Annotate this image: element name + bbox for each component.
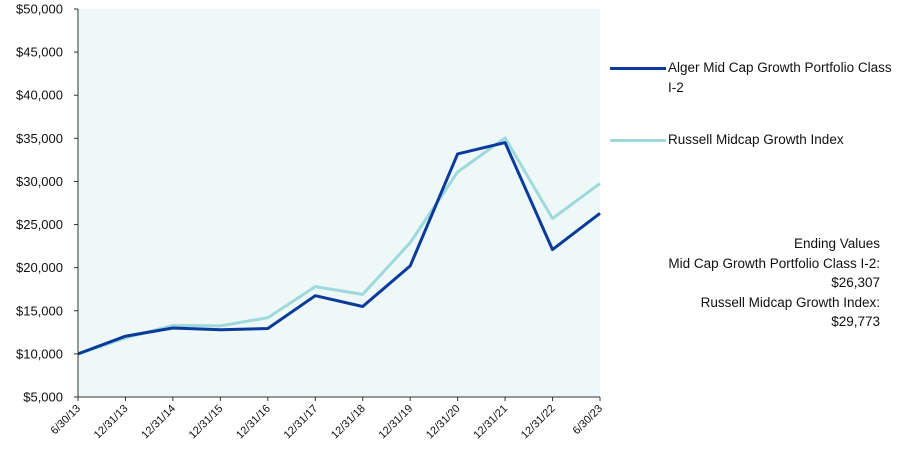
ending-values-index-label: Russell Midcap Growth Index:: [700, 294, 880, 310]
x-tick-label: 6/30/13: [49, 403, 83, 437]
series-line-alger: [77, 141, 601, 356]
x-tick-label: 12/31/16: [234, 403, 273, 442]
legend: Alger Mid Cap Growth Portfolio Class I-2…: [610, 58, 895, 150]
y-tick-label: $40,000: [16, 88, 63, 103]
x-tick-label: 12/31/15: [187, 403, 226, 442]
y-tick-label: $20,000: [16, 260, 63, 275]
y-tick-label: $30,000: [16, 174, 63, 189]
x-tick-label: 6/30/23: [571, 403, 605, 437]
y-tick-label: $15,000: [16, 303, 63, 318]
y-tick-label: $45,000: [16, 45, 63, 60]
y-tick-label: $50,000: [16, 2, 63, 17]
x-tick-label: 12/31/17: [282, 403, 321, 442]
x-tick-label: 12/31/13: [92, 403, 131, 442]
ending-values-heading: Ending Values: [793, 236, 880, 251]
plot-area: [78, 9, 600, 397]
series-line-russell: [77, 136, 601, 356]
ending-values-index-value: $29,773: [831, 314, 880, 329]
x-axis-ticks: 6/30/13 12/31/13 12/31/14 12/31/15 12/31/16 1…: [49, 397, 605, 441]
series-lines: [77, 136, 601, 356]
ending-values-fund-value: $26,307: [831, 275, 880, 290]
legend-label-russell: Russell Midcap Growth Index: [668, 132, 844, 147]
legend-swatch-russell: [610, 139, 666, 142]
x-tick-label: 12/31/14: [139, 403, 178, 442]
y-tick-label: $25,000: [16, 217, 63, 232]
legend-label-alger: Alger Mid Cap Growth Portfolio Class I-2: [668, 60, 892, 95]
x-tick-label: 12/31/20: [424, 403, 463, 442]
x-tick-label: 12/31/21: [471, 403, 510, 442]
legend-item-alger: Alger Mid Cap Growth Portfolio Class I-2: [610, 58, 895, 98]
x-tick-label: 12/31/19: [377, 403, 416, 442]
ending-values: Ending Values Mid Cap Growth Portfolio C…: [668, 234, 880, 332]
y-tick-label: $35,000: [16, 131, 63, 146]
ending-values-fund-label: Mid Cap Growth Portfolio Class I-2:: [668, 255, 880, 271]
x-tick-label: 12/31/18: [329, 403, 368, 442]
y-axis-ticks: $5,000 $10,000 $15,000 $20,000 $25,000 $30,00…: [16, 2, 78, 405]
y-tick-label: $5,000: [23, 390, 63, 405]
legend-swatch-alger: [610, 67, 666, 70]
x-tick-label: 12/31/22: [519, 403, 558, 442]
legend-item-russell: Russell Midcap Growth Index: [610, 130, 895, 150]
y-tick-label: $10,000: [16, 346, 63, 361]
